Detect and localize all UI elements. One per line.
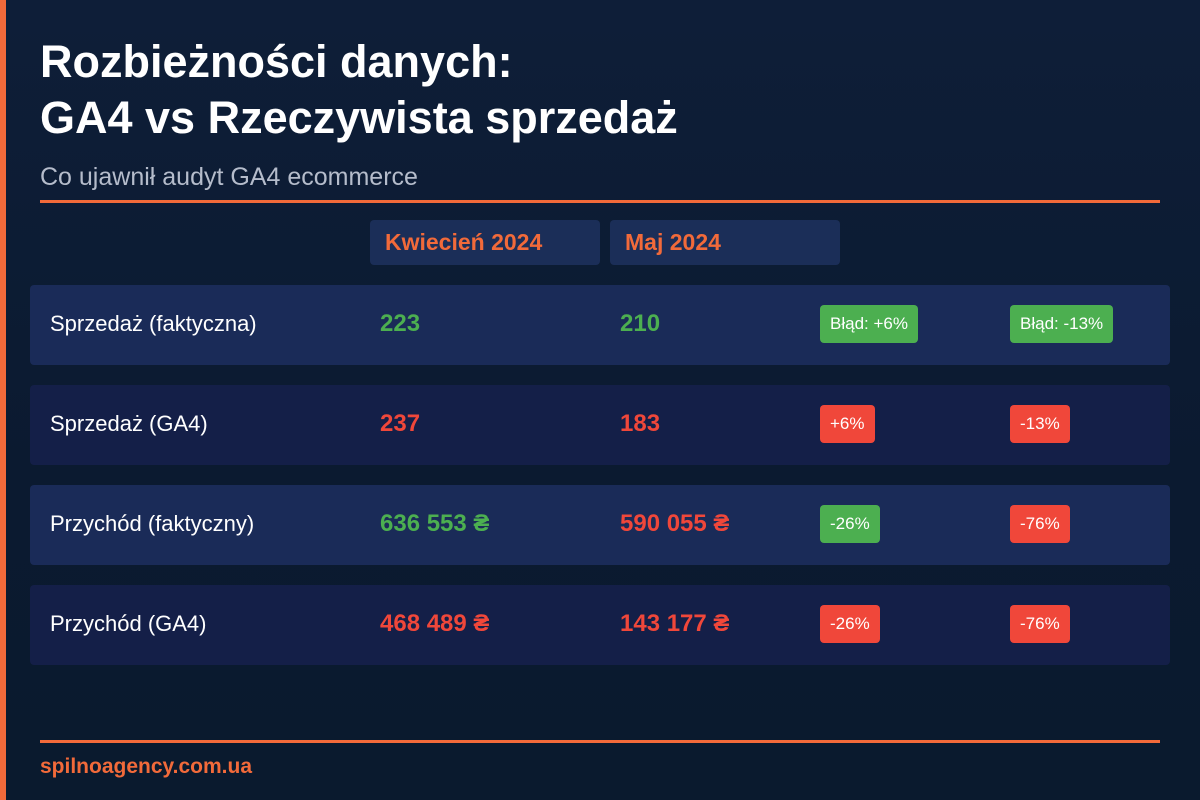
cell-value: 237 <box>380 410 421 437</box>
error-badge: -76% <box>1010 605 1070 643</box>
error-badge: Błąd: +6% <box>820 305 918 343</box>
footer-link: spilnoagency.com.ua <box>40 755 252 778</box>
divider <box>40 740 1160 743</box>
error-badge: -76% <box>1010 505 1070 543</box>
row-label: Przychód (faktyczny) <box>50 511 255 536</box>
column-header: Kwiecień 2024 <box>370 220 600 265</box>
cell-value: 636 553 ₴ <box>380 510 490 537</box>
row-label: Przychód (GA4) <box>50 611 207 636</box>
error-badge: Błąd: -13% <box>1010 305 1114 343</box>
cell-value: 223 <box>380 310 421 337</box>
table-row <box>30 585 1170 665</box>
cell-value: 143 177 ₴ <box>620 610 730 637</box>
column-header: Maj 2024 <box>610 220 840 265</box>
table-row <box>30 485 1170 565</box>
cell-value: 590 055 ₴ <box>620 510 730 537</box>
row-label: Sprzedaż (GA4) <box>50 411 208 436</box>
table-row <box>30 385 1170 465</box>
error-badge: +6% <box>820 405 875 443</box>
title-line: GA4 vs Rzeczywista sprzedaż <box>40 92 678 143</box>
error-badge: -26% <box>820 605 880 643</box>
error-badge: -13% <box>1010 405 1070 443</box>
divider <box>40 200 1160 203</box>
cell-value: 183 <box>620 410 661 437</box>
error-badge: -26% <box>820 505 880 543</box>
table-row <box>30 285 1170 365</box>
cell-value: 468 489 ₴ <box>380 610 490 637</box>
cell-value: 210 <box>620 310 661 337</box>
subtitle: Co ujawnił audyt GA4 ecommerce <box>40 163 418 191</box>
accent-stripe <box>0 0 6 800</box>
title-line: Rozbieżności danych: <box>40 36 513 87</box>
row-label: Sprzedaż (faktyczna) <box>50 311 257 336</box>
